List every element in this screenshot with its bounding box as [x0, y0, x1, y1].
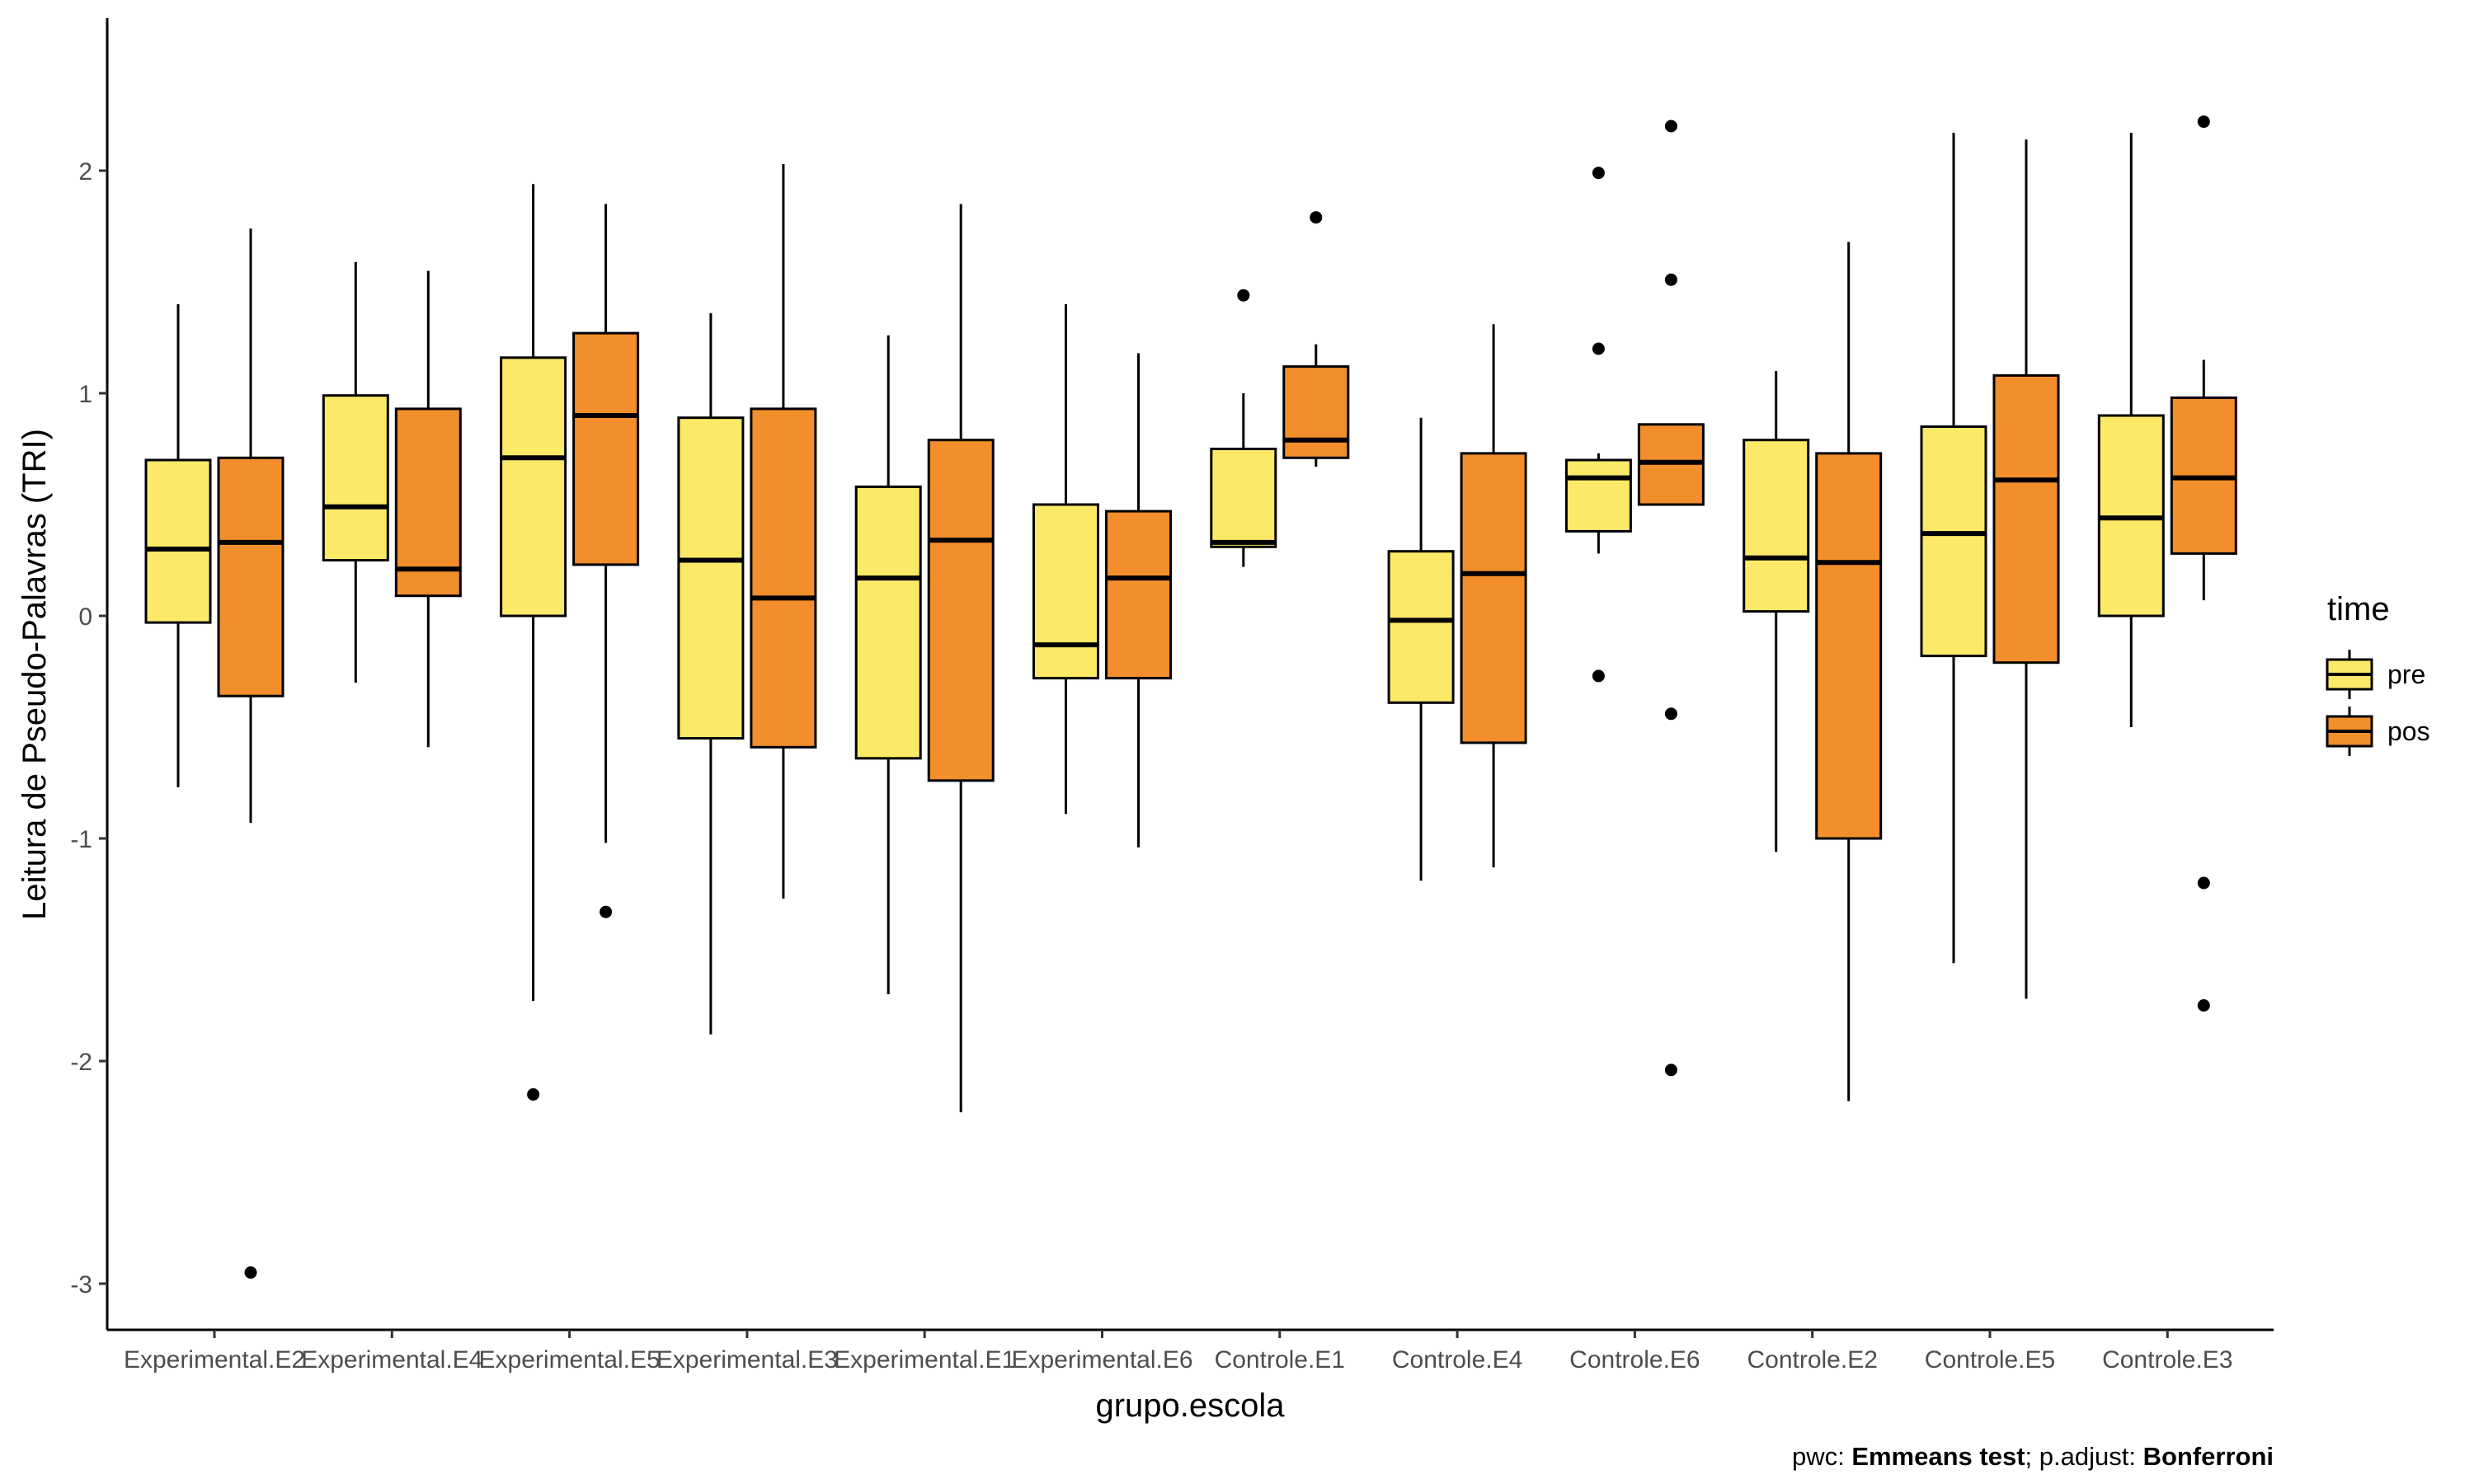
- outlier-point: [1592, 342, 1605, 355]
- x-tick-label: Controle.E5: [1925, 1346, 2055, 1374]
- x-tick-label: Controle.E4: [1392, 1346, 1522, 1374]
- box-rect: [1460, 452, 1527, 744]
- caption-prefix: pwc:: [1792, 1442, 1851, 1471]
- y-axis-title: Leitura de Pseudo-Palavras (TRI): [16, 429, 53, 920]
- box-rect: [1105, 510, 1172, 680]
- box-pre-4: [854, 335, 922, 994]
- legend-item-pre: pre: [2326, 650, 2425, 699]
- outlier-point: [1592, 669, 1605, 683]
- x-tick-label: Controle.E3: [2102, 1346, 2232, 1374]
- box-rect: [144, 458, 212, 624]
- box-pre-6: [1210, 289, 1277, 567]
- box-pos-6: [1282, 211, 1350, 467]
- box-pos-11: [2170, 115, 2237, 1012]
- y-ticks: -3 -2 -1 0 1 2: [70, 158, 107, 1298]
- legend: time pre pos: [2326, 591, 2430, 756]
- x-tick-label: Experimental.E1: [834, 1346, 1015, 1374]
- box-rect: [1210, 448, 1277, 548]
- legend-title: time: [2327, 591, 2390, 627]
- caption-test-name: Emmeans test: [1851, 1442, 2025, 1471]
- box-pos-4: [927, 204, 995, 1113]
- box-pre-3: [677, 312, 745, 1035]
- legend-label: pos: [2387, 716, 2430, 746]
- box-pos-2: [572, 204, 640, 918]
- box-pos-1: [394, 270, 462, 748]
- outlier-point: [1664, 273, 1677, 286]
- box-pre-7: [1387, 417, 1455, 881]
- box-pre-11: [2097, 133, 2165, 727]
- box-rect: [1815, 452, 1883, 840]
- x-tick-label: Experimental.E5: [479, 1346, 661, 1374]
- box-pos-9: [1815, 242, 1883, 1101]
- box-pre-0: [144, 304, 212, 787]
- box-rect: [750, 407, 817, 749]
- box-rect: [1992, 373, 2060, 665]
- outlier-point: [2197, 876, 2210, 890]
- box-pos-5: [1105, 353, 1172, 848]
- outlier-point: [600, 905, 613, 918]
- outlier-point: [1592, 167, 1605, 180]
- y-tick-label: 2: [78, 158, 92, 186]
- outlier-point: [1664, 707, 1677, 721]
- y-tick-label: 0: [78, 603, 92, 631]
- y-tick-label: -3: [70, 1271, 92, 1298]
- y-tick-label: -1: [70, 826, 92, 853]
- box-pre-1: [322, 261, 389, 683]
- x-tick-label: Experimental.E6: [1011, 1346, 1192, 1374]
- legend-label: pre: [2387, 660, 2425, 689]
- caption-middle: ; p.adjust:: [2025, 1442, 2143, 1471]
- box-rect: [1564, 458, 1632, 533]
- box-rect: [1282, 365, 1350, 459]
- x-tick-label: Experimental.E3: [656, 1346, 838, 1374]
- outlier-point: [1310, 211, 1323, 224]
- box-pos-3: [750, 163, 817, 899]
- x-ticks: Experimental.E2Experimental.E4Experiment…: [124, 1330, 2233, 1374]
- caption-adjust-name: Bonferroni: [2143, 1442, 2274, 1471]
- box-rect: [217, 456, 285, 697]
- legend-items: pre pos: [2326, 650, 2430, 756]
- x-axis-title: grupo.escola: [1095, 1388, 1285, 1424]
- box-rect: [1387, 550, 1455, 704]
- box-pre-2: [500, 184, 567, 1101]
- outlier-point: [1237, 289, 1250, 302]
- outlier-point: [1664, 1064, 1677, 1077]
- x-tick-label: Controle.E6: [1569, 1346, 1700, 1374]
- box-pre-5: [1032, 304, 1099, 815]
- box-rect: [677, 416, 745, 740]
- box-pre-9: [1743, 371, 1810, 852]
- y-tick-label: 1: [78, 381, 92, 408]
- outlier-point: [2197, 999, 2210, 1012]
- box-rect: [572, 331, 640, 566]
- box-rect: [927, 439, 995, 782]
- x-tick-label: Controle.E2: [1747, 1346, 1877, 1374]
- x-tick-label: Experimental.E4: [301, 1346, 482, 1374]
- box-rect: [1032, 503, 1099, 680]
- outlier-point: [527, 1088, 540, 1101]
- outlier-point: [1664, 120, 1677, 133]
- plot-marks: [144, 115, 2237, 1279]
- box-pos-7: [1460, 324, 1527, 868]
- box-pre-10: [1920, 133, 1987, 964]
- box-rect: [500, 356, 567, 618]
- x-tick-label: Experimental.E2: [124, 1346, 305, 1374]
- box-pre-8: [1564, 167, 1632, 683]
- caption: pwc: Emmeans test; p.adjust: Bonferroni: [1792, 1442, 2274, 1471]
- box-rect: [322, 394, 389, 562]
- outlier-point: [244, 1266, 257, 1279]
- legend-item-pos: pos: [2326, 707, 2430, 756]
- box-rect: [394, 407, 462, 598]
- box-rect: [1743, 439, 1810, 613]
- y-tick-label: -2: [70, 1049, 92, 1076]
- x-tick-label: Controle.E1: [1215, 1346, 1345, 1374]
- box-rect: [854, 485, 922, 760]
- box-pos-8: [1637, 120, 1705, 1077]
- box-pos-0: [217, 228, 285, 1279]
- box-rect: [1920, 425, 1987, 658]
- box-pos-10: [1992, 139, 2060, 999]
- outlier-point: [2197, 115, 2210, 129]
